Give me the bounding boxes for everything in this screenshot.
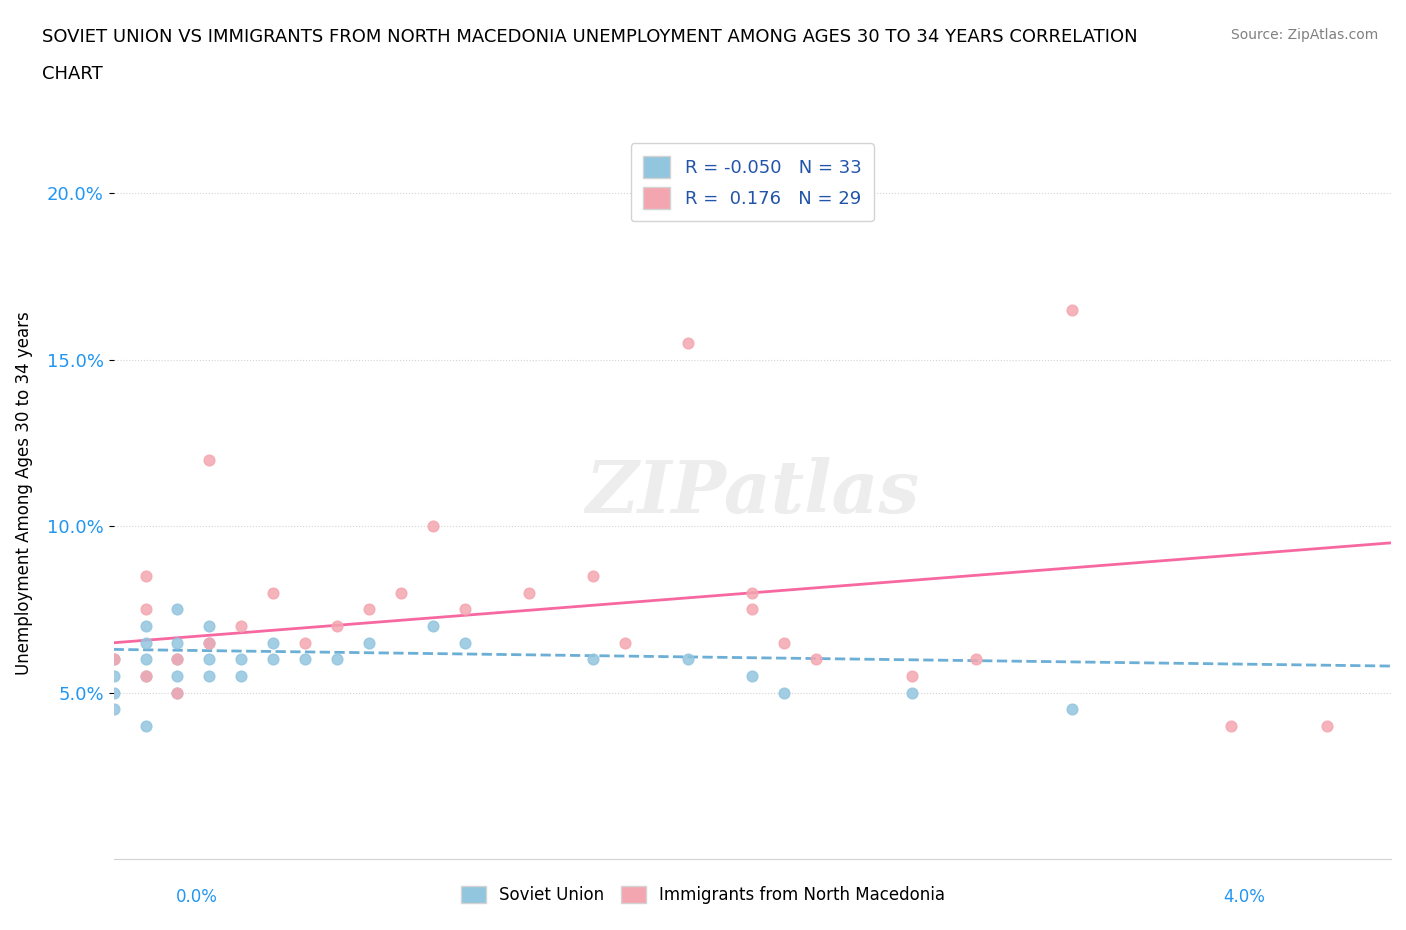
Point [422, 618, 444, 633]
Point [262, 652, 284, 667]
Text: CHART: CHART [42, 65, 103, 83]
Point [454, 635, 477, 650]
Point [135, 669, 157, 684]
Point [262, 635, 284, 650]
Point [103, 652, 125, 667]
Text: Source: ZipAtlas.com: Source: ZipAtlas.com [1230, 28, 1378, 42]
Point [231, 669, 253, 684]
Y-axis label: Unemployment Among Ages 30 to 34 years: Unemployment Among Ages 30 to 34 years [15, 311, 32, 675]
Point [103, 652, 125, 667]
Point [294, 635, 316, 650]
Text: 4.0%: 4.0% [1223, 888, 1265, 906]
Point [135, 719, 157, 734]
Legend: R = -0.050   N = 33, R =  0.176   N = 29: R = -0.050 N = 33, R = 0.176 N = 29 [630, 143, 875, 221]
Point [262, 585, 284, 600]
Point [103, 702, 125, 717]
Point [198, 635, 221, 650]
Text: ZIPatlas: ZIPatlas [585, 458, 920, 528]
Point [198, 635, 221, 650]
Point [135, 569, 157, 584]
Point [741, 669, 763, 684]
Point [678, 336, 700, 351]
Point [198, 669, 221, 684]
Point [103, 685, 125, 700]
Point [198, 618, 221, 633]
Point [166, 652, 188, 667]
Point [1316, 719, 1339, 734]
Point [135, 652, 157, 667]
Point [1220, 719, 1243, 734]
Point [103, 669, 125, 684]
Point [135, 669, 157, 684]
Text: 0.0%: 0.0% [176, 888, 218, 906]
Point [613, 635, 636, 650]
Point [1060, 302, 1083, 317]
Point [901, 669, 924, 684]
Point [741, 585, 763, 600]
Point [166, 635, 188, 650]
Text: SOVIET UNION VS IMMIGRANTS FROM NORTH MACEDONIA UNEMPLOYMENT AMONG AGES 30 TO 34: SOVIET UNION VS IMMIGRANTS FROM NORTH MA… [42, 28, 1137, 46]
Point [231, 618, 253, 633]
Point [1060, 702, 1083, 717]
Point [454, 602, 477, 617]
Point [326, 618, 349, 633]
Point [166, 602, 188, 617]
Point [198, 652, 221, 667]
Point [166, 652, 188, 667]
Point [582, 652, 605, 667]
Point [773, 685, 796, 700]
Point [198, 452, 221, 467]
Point [517, 585, 540, 600]
Point [326, 652, 349, 667]
Point [135, 618, 157, 633]
Point [166, 669, 188, 684]
Legend: Soviet Union, Immigrants from North Macedonia: Soviet Union, Immigrants from North Mace… [453, 878, 953, 912]
Point [166, 685, 188, 700]
Point [231, 652, 253, 667]
Point [166, 685, 188, 700]
Point [359, 635, 381, 650]
Point [389, 585, 412, 600]
Point [582, 569, 605, 584]
Point [901, 685, 924, 700]
Point [422, 519, 444, 534]
Point [773, 635, 796, 650]
Point [135, 635, 157, 650]
Point [678, 652, 700, 667]
Point [804, 652, 827, 667]
Point [359, 602, 381, 617]
Point [741, 602, 763, 617]
Point [135, 602, 157, 617]
Point [965, 652, 987, 667]
Point [294, 652, 316, 667]
